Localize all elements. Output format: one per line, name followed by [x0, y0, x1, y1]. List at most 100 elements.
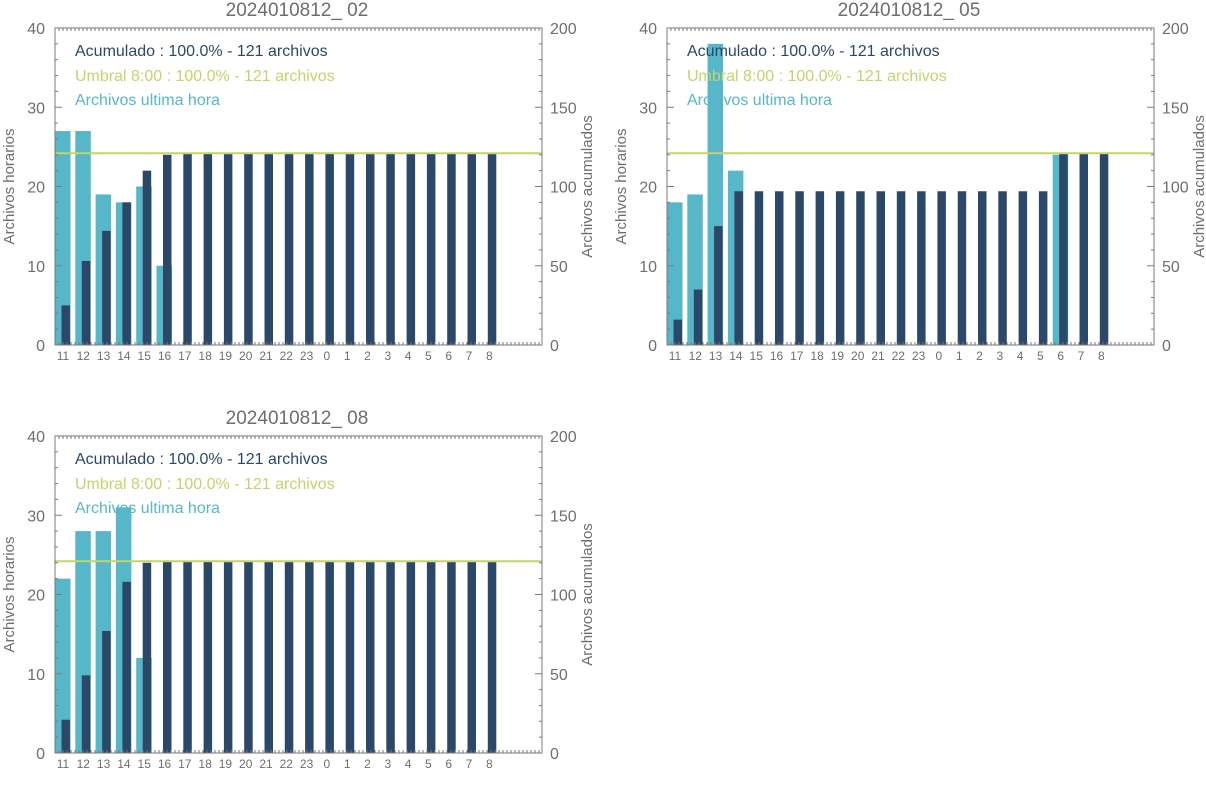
- chart-panel-2: 2024010812_ 05 11 12 13 14 15 16 17 18 19 20 21 22 2…: [612, 0, 1206, 380]
- chart-title: 2024010812_ 08: [226, 408, 369, 429]
- cumulative-bar: [1059, 153, 1068, 345]
- cumulative-bar: [978, 191, 987, 345]
- cumulative-bar: [203, 561, 213, 753]
- x-tick-label: 3: [996, 349, 1003, 363]
- x-tick-label: 21: [871, 349, 885, 363]
- legend-cumulative: Acumulado : 100.0% - 121 archivos: [687, 43, 940, 60]
- cumulative-bar: [386, 561, 395, 753]
- x-tick-label: 16: [158, 757, 172, 771]
- cumulative-bar: [426, 561, 436, 753]
- cumulative-bar: [244, 561, 253, 753]
- cumulative-bar: [183, 153, 192, 345]
- cumulative-bar: [223, 561, 233, 753]
- x-tick-label: 2: [364, 349, 371, 363]
- y-axis-label: Archivos horarios: [1, 129, 18, 245]
- x-tick-label: 21: [259, 757, 273, 771]
- x-tick-label: 5: [425, 757, 432, 771]
- cumulative-bar: [957, 191, 967, 345]
- y-tick-label: 0: [36, 746, 45, 763]
- cumulative-bar: [693, 289, 703, 345]
- x-tick-label: 11: [669, 349, 682, 363]
- cumulative-bar: [1079, 153, 1088, 345]
- chart-1-svg: 2024010812_ 02 11 12 13 14 15 16 17 18 19 20 21 22 2…: [1, 0, 596, 363]
- x-tick-label: 21: [259, 349, 273, 363]
- cumulative-bar: [467, 561, 476, 753]
- hourly-bar: [667, 202, 683, 345]
- cumulative-bar: [447, 561, 456, 753]
- cumulative-bar: [406, 561, 416, 753]
- cumulative-bar: [795, 191, 804, 345]
- cumulative-bar: [487, 561, 497, 753]
- cumulative-bar: [366, 153, 375, 345]
- cumulative-bar: [325, 153, 334, 345]
- cumulative-bar: [325, 561, 334, 753]
- y2-tick-label: 100: [1162, 180, 1189, 197]
- y2-tick-label: 50: [550, 667, 568, 684]
- cumulative-bar: [406, 153, 416, 345]
- cumulative-bar: [345, 153, 355, 345]
- cumulative-bar: [876, 191, 885, 345]
- cumulative-bar: [102, 630, 111, 753]
- x-tick-label: 4: [405, 349, 412, 363]
- cumulative-bar: [305, 561, 314, 753]
- chart-title: 2024010812_ 05: [838, 0, 981, 21]
- legend-hourly: Archivos ultima hora: [75, 500, 220, 517]
- y-axis-label: Archivos horarios: [613, 129, 630, 245]
- y-tick-label: 20: [639, 180, 657, 197]
- y2-tick-label: 150: [550, 100, 577, 117]
- x-tick-label: 20: [239, 349, 253, 363]
- y2-tick-label: 50: [550, 259, 568, 276]
- legend-threshold: Umbral 8:00 : 100.0% - 121 archivos: [687, 68, 947, 85]
- y-tick-label: 10: [27, 667, 45, 684]
- y-tick-label: 40: [27, 21, 45, 38]
- chart-title: 2024010812_ 02: [226, 0, 369, 21]
- x-tick-label: 17: [178, 757, 192, 771]
- cumulative-bar: [937, 191, 946, 345]
- x-tick-label: 13: [709, 349, 723, 363]
- y2-tick-label: 150: [1162, 100, 1189, 117]
- x-tick-label: 11: [57, 757, 70, 771]
- cumulative-bar: [426, 153, 436, 345]
- x-tick-label: 20: [851, 349, 865, 363]
- y2-tick-label: 200: [550, 429, 577, 446]
- cumulative-bar: [142, 170, 152, 345]
- x-tick-label: 4: [1017, 349, 1024, 363]
- cumulative-bar: [447, 153, 456, 345]
- y-tick-label: 10: [27, 259, 45, 276]
- y-tick-label: 30: [639, 100, 657, 117]
- x-tick-label: 4: [405, 757, 412, 771]
- cumulative-bar: [142, 562, 152, 753]
- x-tick-label: 7: [466, 349, 473, 363]
- x-tick-label: 0: [324, 757, 331, 771]
- legend-hourly: Archivos ultima hora: [75, 92, 220, 109]
- x-tick-label: 16: [770, 349, 784, 363]
- cumulative-bar: [81, 675, 91, 753]
- y-tick-label: 40: [27, 429, 45, 446]
- x-tick-label: 6: [445, 757, 452, 771]
- cumulative-bar: [366, 561, 375, 753]
- cumulative-bar: [775, 191, 784, 345]
- cumulative-bar: [305, 153, 314, 345]
- x-tick-label: 8: [486, 349, 493, 363]
- cumulative-bar: [754, 191, 764, 345]
- x-tick-label: 2: [976, 349, 983, 363]
- x-tick-label: 8: [1098, 349, 1105, 363]
- x-tick-label: 22: [280, 757, 294, 771]
- cumulative-bar: [835, 191, 845, 345]
- x-tick-label: 5: [425, 349, 432, 363]
- x-tick-label: 23: [300, 349, 314, 363]
- x-tick-label: 14: [117, 349, 131, 363]
- x-tick-label: 1: [956, 349, 963, 363]
- x-tick-label: 22: [280, 349, 294, 363]
- x-tick-label: 13: [97, 349, 111, 363]
- x-tick-label: 15: [138, 757, 152, 771]
- y-tick-label: 40: [639, 21, 657, 38]
- y2-tick-label: 0: [550, 746, 559, 763]
- y-tick-label: 30: [27, 508, 45, 525]
- x-tick-label: 20: [239, 757, 253, 771]
- y-tick-label: 0: [36, 338, 45, 355]
- chart-2-svg: 2024010812_ 05 11 12 13 14 15 16 17 18 19 20 21 22 2…: [613, 0, 1206, 363]
- x-tick-label: 15: [750, 349, 764, 363]
- cumulative-bar: [284, 561, 294, 753]
- cumulative-bar: [81, 260, 91, 345]
